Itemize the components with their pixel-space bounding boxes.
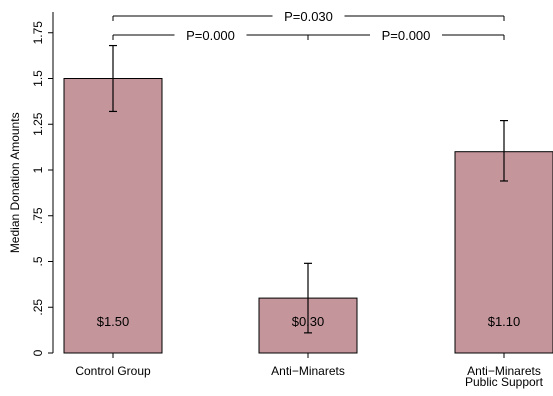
y-tick-label: 1 <box>31 166 45 173</box>
bar <box>63 78 163 354</box>
x-tick-label: Control Group <box>75 364 151 378</box>
y-axis-title: Median Donation Amounts <box>8 112 22 253</box>
y-tick-label: 1.5 <box>31 70 45 87</box>
x-tick-label: Public Support <box>465 375 544 389</box>
y-tick-label: .25 <box>31 299 45 316</box>
y-tick-label: .75 <box>31 207 45 224</box>
bar <box>454 151 553 354</box>
data-label: $1.50 <box>97 314 130 329</box>
comparison-label: P=0.030 <box>284 9 333 24</box>
y-tick-label: 1.25 <box>31 112 45 136</box>
x-tick-label: Anti−Minarets <box>271 364 345 378</box>
x-tick-label: Anti−Minarets <box>467 364 541 378</box>
data-label: $1.10 <box>488 314 521 329</box>
y-tick-label: .5 <box>31 256 45 266</box>
comparison-label: P=0.000 <box>382 28 431 43</box>
plot-area: 0 .25 .5 .75 1 1.25 1.5 1.75 Median Donation Amo… <box>8 9 553 389</box>
y-tick-label: 0 <box>31 349 45 356</box>
comparison-label: P=0.000 <box>186 28 235 43</box>
y-tick-label: 1.75 <box>31 21 45 45</box>
data-label: $0.30 <box>292 314 325 329</box>
